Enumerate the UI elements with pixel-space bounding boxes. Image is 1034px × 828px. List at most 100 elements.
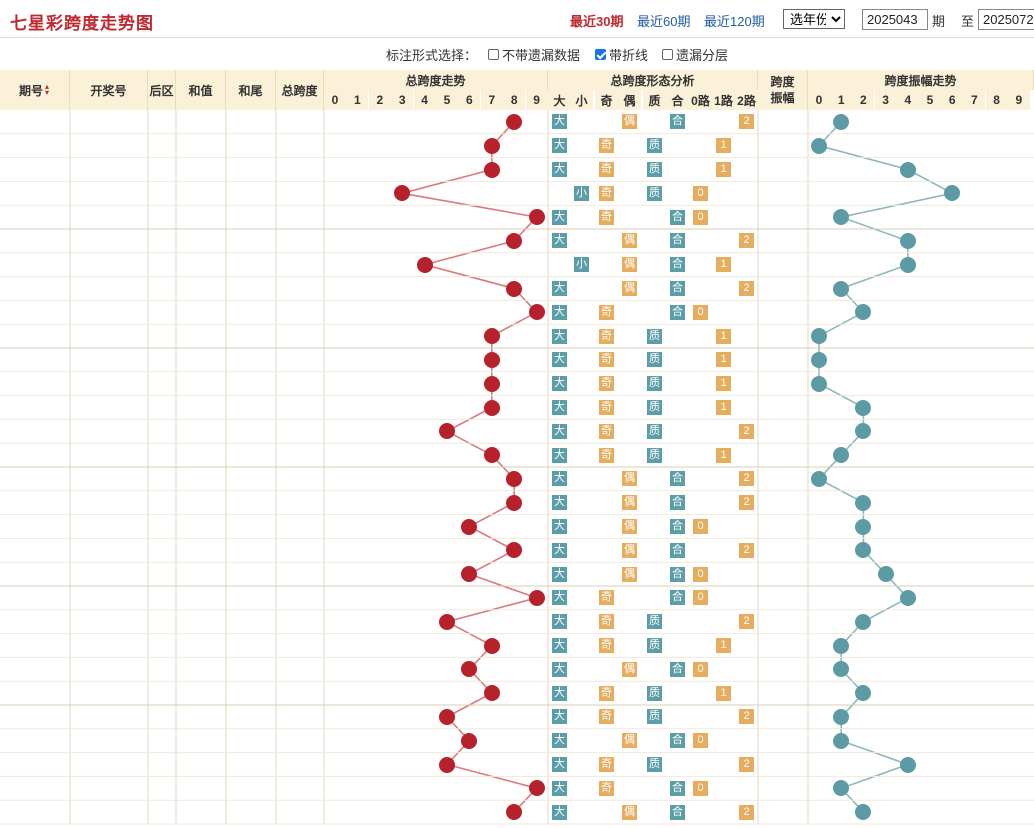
form-miss-value — [666, 158, 689, 182]
amp-miss-value — [875, 324, 897, 348]
form-miss-value — [570, 681, 593, 705]
amp-miss-value — [897, 800, 919, 824]
issue-cell — [0, 443, 70, 467]
amp-miss-value — [919, 776, 941, 800]
amp-miss-value — [963, 348, 985, 372]
year-select[interactable]: 选年份 — [783, 9, 845, 29]
header-span-trend: 总跨度走势 — [324, 70, 548, 90]
form-miss-value — [689, 134, 712, 158]
amp-miss-value — [1008, 705, 1030, 729]
checkbox-icon[interactable] — [662, 49, 673, 60]
sum-tail-cell — [226, 372, 276, 396]
form-miss-value — [570, 324, 593, 348]
amp-miss-value — [897, 372, 919, 396]
form-tag-mark: 大 — [552, 471, 567, 487]
amp-miss-value — [852, 372, 874, 396]
miss-value — [526, 634, 548, 658]
form-tag-mark: 偶 — [622, 471, 637, 487]
amplitude-ball — [833, 113, 850, 130]
miss-value — [324, 491, 346, 515]
sum-tail-cell — [226, 515, 276, 539]
range-recent-120[interactable]: 最近120期 — [704, 14, 765, 29]
amp-miss-value — [963, 277, 985, 301]
option-layered-missing[interactable]: 遗漏分层 — [662, 45, 728, 64]
sum-tail-cell — [226, 205, 276, 229]
amp-miss-value — [963, 372, 985, 396]
amp-miss-value — [808, 419, 830, 443]
miss-value — [526, 372, 548, 396]
form-miss-value — [689, 348, 712, 372]
amplitude-cell — [758, 515, 808, 539]
amplitude-ball — [899, 232, 916, 249]
amp-miss-value — [897, 538, 919, 562]
option-with-line[interactable]: 带折线 — [595, 45, 648, 64]
header-amp-digit: 4 — [896, 90, 919, 110]
miss-value — [346, 134, 368, 158]
header-issue[interactable]: 期号 ▴▾ — [0, 70, 70, 110]
amp-miss-value — [963, 491, 985, 515]
form-miss-value — [570, 348, 593, 372]
form-miss-value — [595, 729, 618, 753]
form-tag: 质 — [643, 396, 666, 420]
miss-value — [503, 705, 525, 729]
amp-miss-value — [941, 348, 963, 372]
checkbox-checked-icon[interactable] — [595, 49, 606, 60]
form-tag: 大 — [548, 443, 571, 467]
amp-miss-value — [875, 515, 897, 539]
form-tag-mark: 大 — [552, 709, 567, 725]
amp-miss-value — [986, 562, 1008, 586]
form-tag: 奇 — [595, 324, 618, 348]
form-miss-value — [618, 158, 641, 182]
miss-value — [391, 657, 413, 681]
amplitude-cell — [758, 634, 808, 658]
issue-cell — [0, 372, 70, 396]
amp-miss-value — [875, 443, 897, 467]
form-miss-value — [643, 277, 666, 301]
period-to-input[interactable] — [978, 9, 1034, 30]
miss-value — [436, 538, 458, 562]
form-tag-mark: 奇 — [599, 614, 614, 630]
period-from-input[interactable] — [862, 9, 928, 30]
range-recent-60[interactable]: 最近60期 — [637, 14, 691, 29]
form-miss-value — [643, 776, 666, 800]
amp-miss-value — [1008, 610, 1030, 634]
amp-miss-value — [963, 538, 985, 562]
miss-value — [458, 634, 480, 658]
span-ball — [506, 542, 523, 559]
span-cell — [276, 324, 324, 348]
amp-miss-value — [875, 467, 897, 491]
form-tag-mark: 奇 — [599, 304, 614, 320]
miss-value — [436, 396, 458, 420]
amp-miss-value — [963, 253, 985, 277]
miss-value — [458, 419, 480, 443]
amp-miss-value — [963, 729, 985, 753]
form-tag-mark: 奇 — [599, 780, 614, 796]
checkbox-icon[interactable] — [488, 49, 499, 60]
miss-value — [458, 277, 480, 301]
draw-number-cell — [70, 776, 148, 800]
option-no-missing[interactable]: 不带遗漏数据 — [488, 45, 580, 64]
form-tag-mark: 偶 — [622, 280, 637, 296]
draw-number-cell — [70, 586, 148, 610]
range-recent-30[interactable]: 最近30期 — [570, 14, 624, 29]
sum-cell — [176, 800, 226, 824]
miss-value — [346, 158, 368, 182]
draw-number-cell — [70, 229, 148, 253]
form-tag-mark: 0 — [693, 733, 708, 749]
issue-cell — [0, 348, 70, 372]
miss-value — [414, 348, 436, 372]
draw-number-cell — [70, 705, 148, 729]
sort-icon[interactable]: ▴▾ — [44, 82, 49, 97]
issue-cell — [0, 134, 70, 158]
form-tag: 0 — [689, 586, 712, 610]
span-cell — [276, 491, 324, 515]
amplitude-ball — [877, 566, 894, 583]
form-tag-mark: 1 — [716, 447, 731, 463]
sum-cell — [176, 229, 226, 253]
form-tag: 2 — [735, 800, 758, 824]
miss-value — [503, 300, 525, 324]
form-miss-value — [570, 586, 593, 610]
issue-cell — [0, 467, 70, 491]
miss-value — [436, 586, 458, 610]
miss-value — [391, 562, 413, 586]
